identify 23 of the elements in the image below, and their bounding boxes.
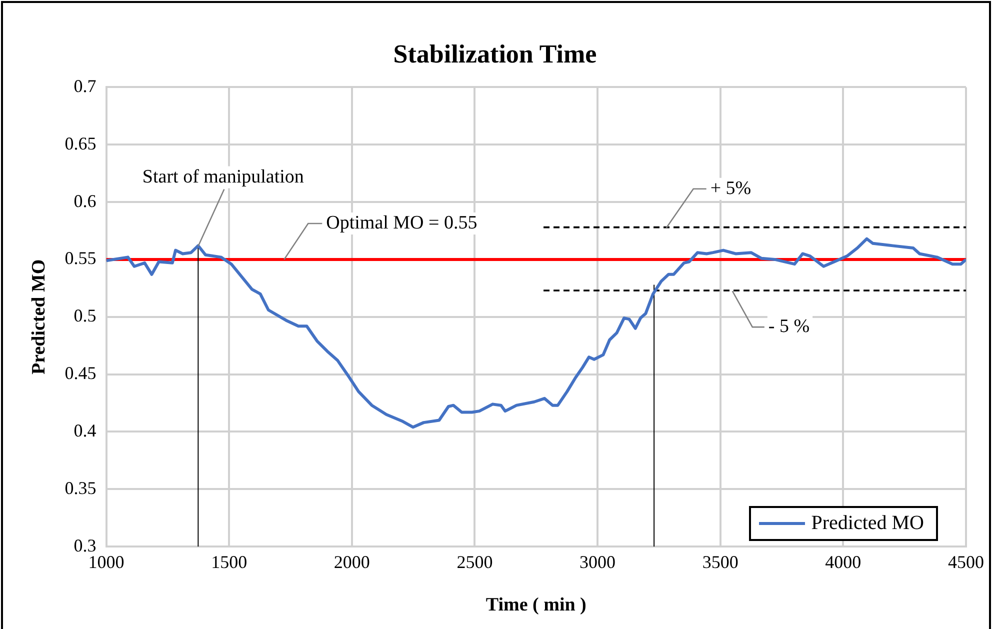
y-tick-label: 0.4	[74, 420, 96, 440]
y-tick-label: 0.5	[74, 306, 96, 326]
annotation: - 5 %	[768, 316, 810, 338]
y-axis-title: Predicted MO	[28, 259, 50, 374]
x-tick-label: 3500	[702, 552, 738, 572]
x-tick-label: 4500	[948, 552, 984, 572]
annotation: Optimal MO = 0.55	[326, 212, 478, 234]
annotation: + 5%	[710, 178, 752, 199]
annotation: Start of manipulation	[142, 166, 304, 188]
y-tick-label: 0.35	[64, 478, 96, 498]
y-tick-label: 0.6	[74, 190, 96, 211]
legend-label: Predicted MO	[811, 512, 924, 535]
x-tick-label: 2500	[456, 552, 493, 572]
y-tick-label: 0.7	[74, 76, 96, 96]
x-tick-label: 3000	[580, 552, 616, 572]
x-tick-label: 4000	[825, 552, 862, 572]
y-tick-label: 0.55	[64, 248, 96, 268]
y-tick-label: 0.45	[64, 363, 96, 384]
y-tick-label: 0.65	[64, 133, 96, 154]
x-axis-title: Time ( min )	[486, 594, 586, 616]
x-tick-label: 2000	[334, 552, 370, 572]
chart-title: Stabilization Time	[393, 39, 597, 68]
x-tick-label: 1500	[211, 552, 248, 572]
